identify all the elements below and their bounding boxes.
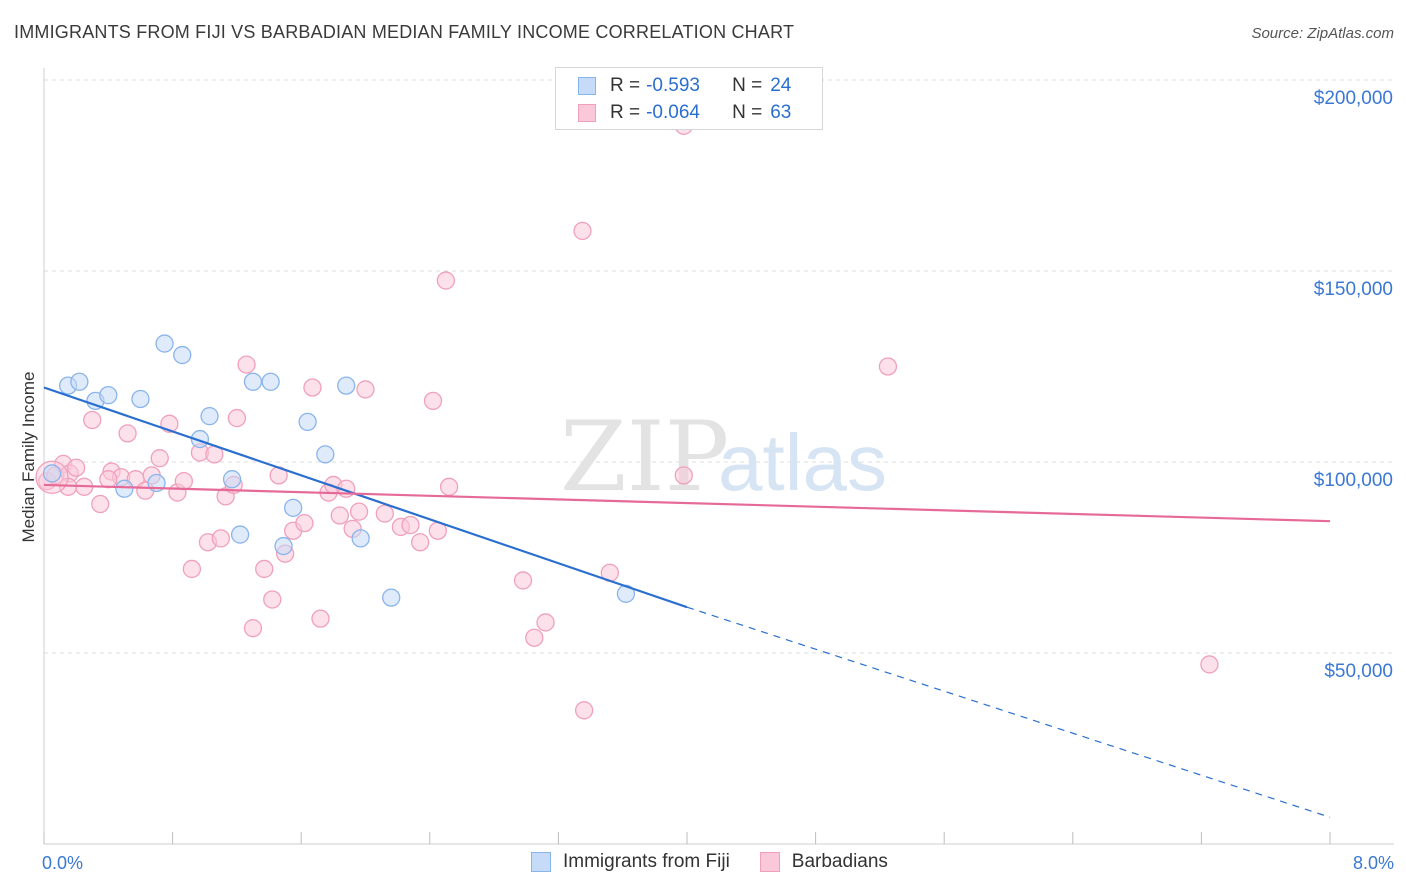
fiji-point [316, 445, 335, 464]
barbadians-point [99, 470, 118, 489]
barbadians-point [401, 515, 420, 535]
watermark-atlas: atlas [718, 418, 887, 507]
trend-lines [43, 386, 1331, 818]
fiji-points [42, 334, 636, 607]
fiji-point [200, 407, 219, 426]
legend-swatch-fiji [578, 77, 596, 95]
fiji-point [382, 588, 401, 607]
barbadians-point [574, 701, 594, 720]
barbadians-point [227, 408, 247, 428]
legend-r-value: -0.064 [646, 102, 700, 123]
barbadians-point [674, 466, 693, 485]
fiji-point [298, 412, 317, 432]
legend-item-fiji: Immigrants from Fiji [531, 851, 730, 873]
y-tick-label: $150,000 [1314, 279, 1393, 300]
fiji-point [337, 376, 356, 395]
barbadians-point [91, 494, 110, 514]
legend-swatch-fiji [531, 852, 551, 872]
barbadians-point [243, 619, 263, 638]
barbadians-point [295, 513, 314, 533]
fiji-point [99, 385, 118, 405]
fiji-point [230, 525, 250, 544]
barbadians-point [150, 449, 169, 468]
legend-row-barbadians: R = -0.064 N = 63 [578, 100, 791, 126]
legend-swatch-barbadians [578, 104, 596, 122]
legend-item-barbadians: Barbadians [759, 851, 888, 873]
fiji-point [173, 345, 192, 365]
y-tick-label: $50,000 [1324, 661, 1393, 682]
barbadians-point [118, 424, 137, 443]
fiji-point [70, 372, 89, 391]
barbadians-point [536, 613, 555, 632]
barbadians-point [356, 380, 375, 399]
fiji-trend-line [43, 386, 688, 609]
fiji-point [274, 536, 293, 556]
barbadians-point [263, 590, 282, 609]
barbadians-point [375, 504, 394, 523]
y-tick-label: $200,000 [1314, 88, 1393, 109]
barbadians-point [67, 458, 86, 477]
barbadians-point [83, 410, 102, 430]
legend-r-label: R = [610, 75, 641, 96]
series-legend: Immigrants from Fiji Barbadians [531, 851, 918, 873]
legend-label-fiji: Immigrants from Fiji [563, 851, 730, 872]
barbadians-point [349, 502, 369, 521]
y-axis-label: Median Family Income [19, 371, 38, 542]
legend-r-value: -0.593 [646, 75, 700, 96]
legend-row-fiji: R = -0.593 N = 24 [578, 73, 791, 99]
barbadians-point [878, 357, 898, 376]
legend-r-label: R = [610, 102, 641, 123]
x-tick-label: 0.0% [42, 853, 83, 873]
barbadians-point [237, 355, 256, 374]
barbadians-point [436, 271, 456, 290]
stats-legend: R = -0.593 N = 24 R = -0.064 N = 63 [555, 67, 823, 130]
fiji-point [222, 470, 242, 489]
legend-n-value: 24 [770, 75, 792, 96]
source-label: Source: ZipAtlas.com [1251, 25, 1394, 42]
barbadians-trend-line [43, 483, 1331, 523]
barbadians-point [211, 529, 230, 548]
barbadians-point [573, 221, 592, 241]
legend-label-barbadians: Barbadians [791, 851, 888, 872]
fiji-point [42, 464, 62, 483]
barbadians-point [513, 571, 533, 590]
barbadians-point [174, 471, 194, 491]
barbadians-point [439, 477, 459, 496]
x-tick-label: 8.0% [1353, 853, 1394, 873]
fiji-point [284, 498, 303, 517]
fiji-point [131, 389, 150, 409]
barbadians-point [182, 559, 202, 579]
fiji-point [261, 372, 280, 391]
chart-title: IMMIGRANTS FROM FIJI VS BARBADIAN MEDIAN… [14, 22, 795, 42]
legend-n-label: N = [732, 102, 763, 123]
legend-swatch-barbadians [759, 852, 780, 872]
barbadians-point [255, 559, 274, 579]
fiji-trend-extension [686, 606, 1331, 818]
tick-labels: $50,000 $100,000 $150,000 $200,000 0.0% 8.0% [42, 88, 1394, 873]
fiji-point [155, 334, 174, 353]
barbadians-point [411, 533, 430, 552]
barbadians-point [311, 609, 330, 628]
legend-n-label: N = [732, 75, 763, 96]
fiji-point [243, 372, 263, 391]
fiji-point [115, 479, 134, 498]
watermark: ZIP atlas [560, 401, 887, 513]
legend-n-value: 63 [770, 102, 792, 123]
barbadians-point [525, 628, 544, 647]
watermark-zip: ZIP [560, 401, 729, 513]
barbadians-point [423, 391, 443, 411]
axes [43, 68, 1394, 845]
barbadians-point [1200, 655, 1219, 674]
fiji-point [351, 529, 370, 548]
barbadians-point [330, 506, 349, 525]
barbadians-point [303, 378, 322, 397]
y-tick-label: $100,000 [1314, 470, 1393, 491]
